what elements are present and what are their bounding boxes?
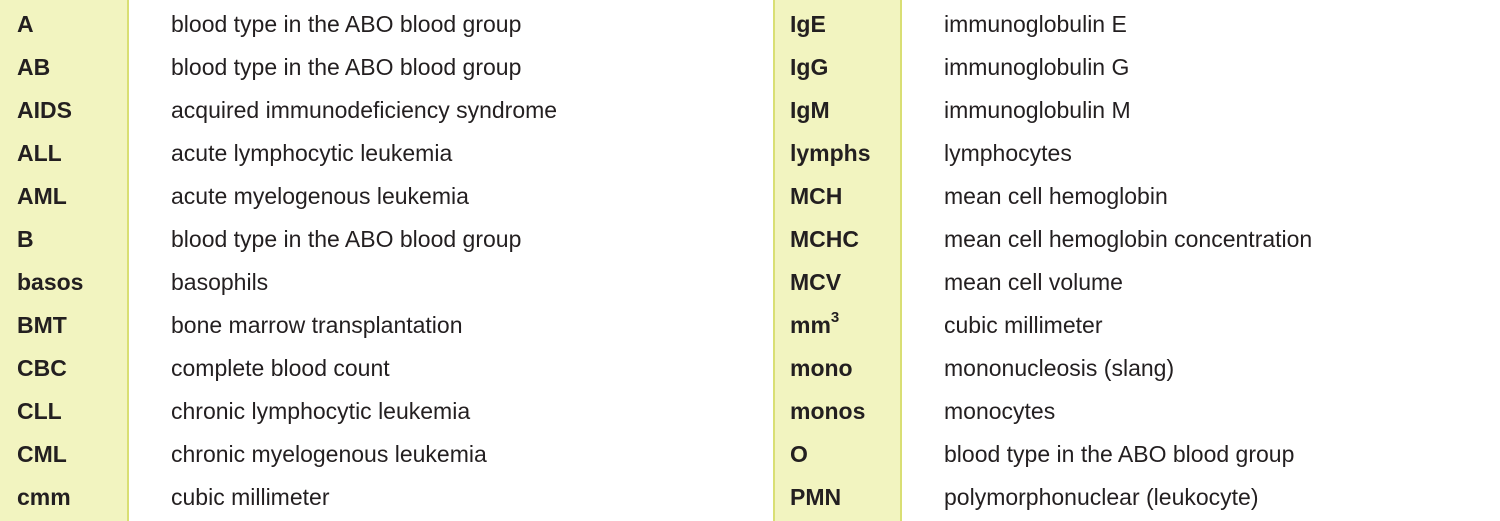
abbreviation-superscript: 3 — [830, 309, 840, 327]
abbreviation: mm3 — [790, 304, 839, 347]
abbreviation-rows: IgE immunoglobulin E IgG immunoglobulin G … — [773, 3, 1500, 519]
table-row: basos basophils — [0, 261, 700, 304]
table-row: CLL chronic lymphocytic leukemia — [0, 390, 700, 433]
table-row: MCV mean cell volume — [773, 261, 1500, 304]
abbreviation: AIDS — [17, 97, 72, 123]
abbreviation-column-background — [0, 0, 129, 521]
abbreviation-meaning: lymphocytes — [944, 140, 1072, 166]
table-row: mono mononucleosis (slang) — [773, 347, 1500, 390]
abbreviation: A — [17, 11, 34, 37]
abbreviation: MCHC — [790, 226, 859, 252]
abbreviation-meaning: blood type in the ABO blood group — [171, 226, 522, 252]
abbreviation-meaning: immunoglobulin M — [944, 97, 1131, 123]
abbreviation-meaning: acute lymphocytic leukemia — [171, 140, 453, 166]
abbreviation-meaning: complete blood count — [171, 355, 390, 381]
abbreviation-meaning: blood type in the ABO blood group — [171, 54, 522, 80]
abbreviation-meaning: chronic lymphocytic leukemia — [171, 398, 471, 424]
abbreviation: MCV — [790, 269, 842, 295]
abbreviation-meaning: mean cell volume — [944, 269, 1123, 295]
abbreviation: IgM — [790, 97, 830, 123]
table-row: monos monocytes — [773, 390, 1500, 433]
abbreviation-meaning: blood type in the ABO blood group — [171, 11, 522, 37]
table-row: ALL acute lymphocytic leukemia — [0, 132, 700, 175]
abbreviation-meaning: mean cell hemoglobin — [944, 183, 1168, 209]
abbreviation: cmm — [17, 484, 71, 510]
table-row: BMT bone marrow transplantation — [0, 304, 700, 347]
table-row: MCH mean cell hemoglobin — [773, 175, 1500, 218]
abbreviation-meaning: mean cell hemoglobin concentration — [944, 226, 1313, 252]
abbreviation-meaning: cubic millimeter — [944, 312, 1103, 338]
table-row: MCHC mean cell hemoglobin concentration — [773, 218, 1500, 261]
abbreviation-meaning: polymorphonuclear (leukocyte) — [944, 484, 1259, 510]
abbreviation: BMT — [17, 312, 67, 338]
abbreviation: CML — [17, 441, 67, 467]
table-row: lymphs lymphocytes — [773, 132, 1500, 175]
abbreviation-column-background — [773, 0, 902, 521]
abbreviation-meaning: chronic myelogenous leukemia — [171, 441, 487, 467]
abbreviation: CBC — [17, 355, 67, 381]
abbreviation: basos — [17, 269, 84, 295]
table-row: IgG immunoglobulin G — [773, 46, 1500, 89]
table-row: CBC complete blood count — [0, 347, 700, 390]
table-row: AIDS acquired immunodeficiency syndrome — [0, 89, 700, 132]
abbreviation-meaning: cubic millimeter — [171, 484, 330, 510]
table-row: PMN polymorphonuclear (leukocyte) — [773, 476, 1500, 519]
abbreviation-meaning: blood type in the ABO blood group — [944, 441, 1295, 467]
abbreviation: CLL — [17, 398, 62, 424]
abbreviation: B — [17, 226, 34, 252]
abbreviation: IgG — [790, 54, 829, 80]
table-row: mm3 cubic millimeter — [773, 304, 1500, 347]
abbreviation-meaning: immunoglobulin E — [944, 11, 1127, 37]
abbreviation-meaning: acquired immunodeficiency syndrome — [171, 97, 558, 123]
table-row: IgE immunoglobulin E — [773, 3, 1500, 46]
table-row: AB blood type in the ABO blood group — [0, 46, 700, 89]
abbreviation-meaning: bone marrow transplantation — [171, 312, 463, 338]
abbreviation-base: mm — [790, 312, 831, 338]
abbreviation-meaning: monocytes — [944, 398, 1056, 424]
table-row: CML chronic myelogenous leukemia — [0, 433, 700, 476]
table-row: IgM immunoglobulin M — [773, 89, 1500, 132]
abbreviation: PMN — [790, 484, 842, 510]
table-row: cmm cubic millimeter — [0, 476, 700, 519]
table-row: AML acute myelogenous leukemia — [0, 175, 700, 218]
abbreviation: AB — [17, 54, 51, 80]
abbreviation: AML — [17, 183, 67, 209]
abbreviation-meaning: acute myelogenous leukemia — [171, 183, 469, 209]
abbreviation: mono — [790, 355, 853, 381]
abbreviation-meaning: basophils — [171, 269, 269, 295]
abbreviation: lymphs — [790, 140, 871, 166]
abbreviation: ALL — [17, 140, 62, 166]
abbreviation-table-right: IgE immunoglobulin E IgG immunoglobulin G … — [773, 0, 1500, 521]
abbreviation: MCH — [790, 183, 843, 209]
abbreviation: IgE — [790, 11, 826, 37]
abbreviation-meaning: mononucleosis (slang) — [944, 355, 1175, 381]
abbreviation: monos — [790, 398, 866, 424]
abbreviation: O — [790, 441, 808, 467]
abbreviation-meaning: immunoglobulin G — [944, 54, 1130, 80]
